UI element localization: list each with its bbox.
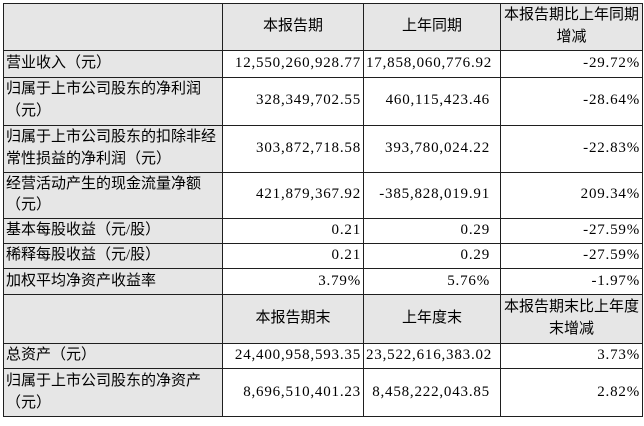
prior-period-cell: 5.76% [363,268,501,295]
current-period-cell: 0.21 [222,218,364,244]
row-label-cell: 归属于上市公司股东的净利润（元） [3,76,223,126]
table-row-net-profit-deducting-non-recurring: 归属于上市公司股东的扣除非经常性损益的净利润（元） 303,872,718.58… [3,124,643,173]
col-header-prior-year-end: 上年度末 [363,294,501,344]
table-row-net-profit: 归属于上市公司股东的净利润（元） 328,349,702.55 460,115,… [3,76,643,126]
col-header-yearend-change: 本报告期末比上年度末增减 [500,294,643,344]
prior-period-cell: 23,522,616,383.02 [363,343,501,369]
row-label-cell: 营业收入（元） [3,49,223,78]
table-row-diluted-eps: 稀释每股收益（元/股） 0.21 0.29 -27.59% [3,243,643,269]
col-header-current-period-end: 本报告期末 [222,294,364,344]
period-header-row: 本报告期 上年同期 本报告期比上年同期增减 [3,3,643,51]
table-row-net-assets: 归属于上市公司股东的净资产（元） 8,696,510,401.23 8,458,… [3,368,643,417]
change-cell: -27.59% [500,243,643,269]
current-period-cell: 328,349,702.55 [222,76,364,126]
current-period-cell: 303,872,718.58 [222,124,364,173]
prior-period-cell: 0.29 [363,243,501,269]
row-label-cell: 经营活动产生的现金流量净额（元） [3,171,223,219]
prior-period-cell: 460,115,423.46 [363,76,501,126]
current-period-cell: 0.21 [222,243,364,269]
prior-period-cell: 17,858,060,776.92 [363,49,501,78]
table-row-weighted-avg-roe: 加权平均净资产收益率 3.79% 5.76% -1.97% [3,268,643,295]
row-label-cell: 加权平均净资产收益率 [3,268,223,295]
prior-period-cell: 8,458,222,043.85 [363,368,501,417]
row-label-cell: 基本每股收益（元/股） [3,218,223,244]
change-cell: -22.83% [500,124,643,173]
corner-cell [3,294,223,344]
change-cell: 209.34% [500,171,643,219]
col-header-prior-period: 上年同期 [363,3,501,51]
prior-period-cell: 393,780,024.22 [363,124,501,173]
row-label-cell: 总资产（元） [3,343,223,369]
table-row-operating-revenue: 营业收入（元） 12,550,260,928.77 17,858,060,776… [3,49,643,78]
col-header-current-period: 本报告期 [222,3,364,51]
col-header-period-change: 本报告期比上年同期增减 [500,3,643,51]
change-cell: -27.59% [500,218,643,244]
corner-cell [3,3,223,51]
current-period-cell: 3.79% [222,268,364,295]
current-period-cell: 12,550,260,928.77 [222,49,364,78]
current-period-cell: 421,879,367.92 [222,171,364,219]
key-financials-table: 本报告期 上年同期 本报告期比上年同期增减 营业收入（元） 12,550,260… [3,3,643,417]
row-label-cell: 归属于上市公司股东的扣除非经常性损益的净利润（元） [3,124,223,173]
yearend-header-row: 本报告期末 上年度末 本报告期末比上年度末增减 [3,294,643,344]
change-cell: -28.64% [500,76,643,126]
change-cell: -1.97% [500,268,643,295]
change-cell: 3.73% [500,343,643,369]
prior-period-cell: 0.29 [363,218,501,244]
current-period-cell: 8,696,510,401.23 [222,368,364,417]
prior-period-cell: -385,828,019.91 [363,171,501,219]
table-row-total-assets: 总资产（元） 24,400,958,593.35 23,522,616,383.… [3,343,643,369]
table-row-operating-cash-flow: 经营活动产生的现金流量净额（元） 421,879,367.92 -385,828… [3,171,643,219]
row-label-cell: 稀释每股收益（元/股） [3,243,223,269]
row-label-cell: 归属于上市公司股东的净资产（元） [3,368,223,417]
current-period-cell: 24,400,958,593.35 [222,343,364,369]
change-cell: 2.82% [500,368,643,417]
change-cell: -29.72% [500,49,643,78]
table-row-basic-eps: 基本每股收益（元/股） 0.21 0.29 -27.59% [3,218,643,244]
